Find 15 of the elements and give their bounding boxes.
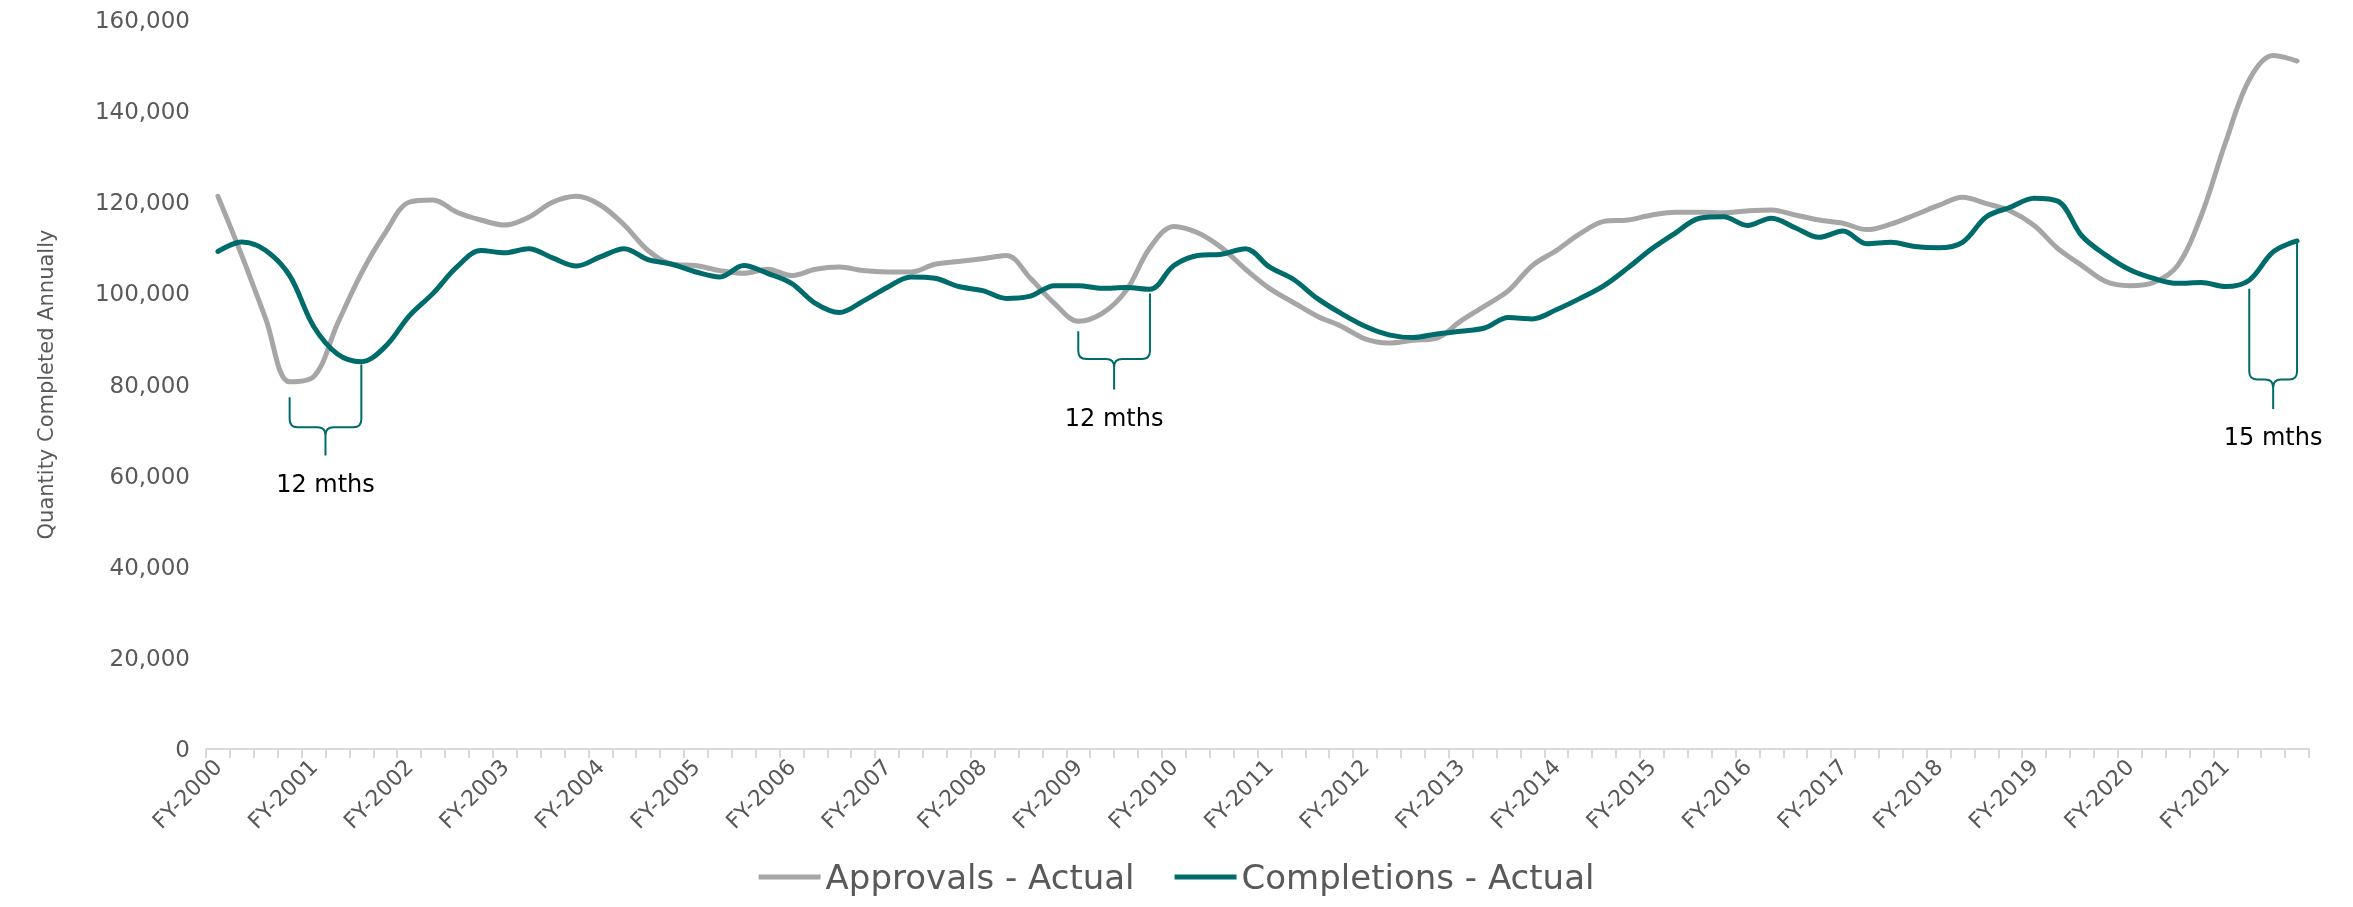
annotation: 12 mths xyxy=(276,469,375,498)
annotation: 12 mths xyxy=(1064,403,1164,432)
legend-label: Approvals - Actual xyxy=(825,857,1135,897)
y-tick-label: 0 xyxy=(175,736,190,762)
y-tick-label: 80,000 xyxy=(109,371,190,398)
y-tick-label: 120,000 xyxy=(94,189,190,216)
y-tick-label: 140,000 xyxy=(94,98,190,125)
annotation: 15 mths xyxy=(2223,423,2323,452)
y-axis-title: Quantity Completed Annually xyxy=(33,229,58,540)
legend-label: Completions - Actual xyxy=(1241,857,1595,897)
y-tick-label: 60,000 xyxy=(109,462,190,489)
y-tick-label: 20,000 xyxy=(109,644,190,671)
y-tick-label: 100,000 xyxy=(94,280,190,307)
y-tick-label: 160,000 xyxy=(94,7,190,33)
y-tick-label: 40,000 xyxy=(109,553,190,580)
